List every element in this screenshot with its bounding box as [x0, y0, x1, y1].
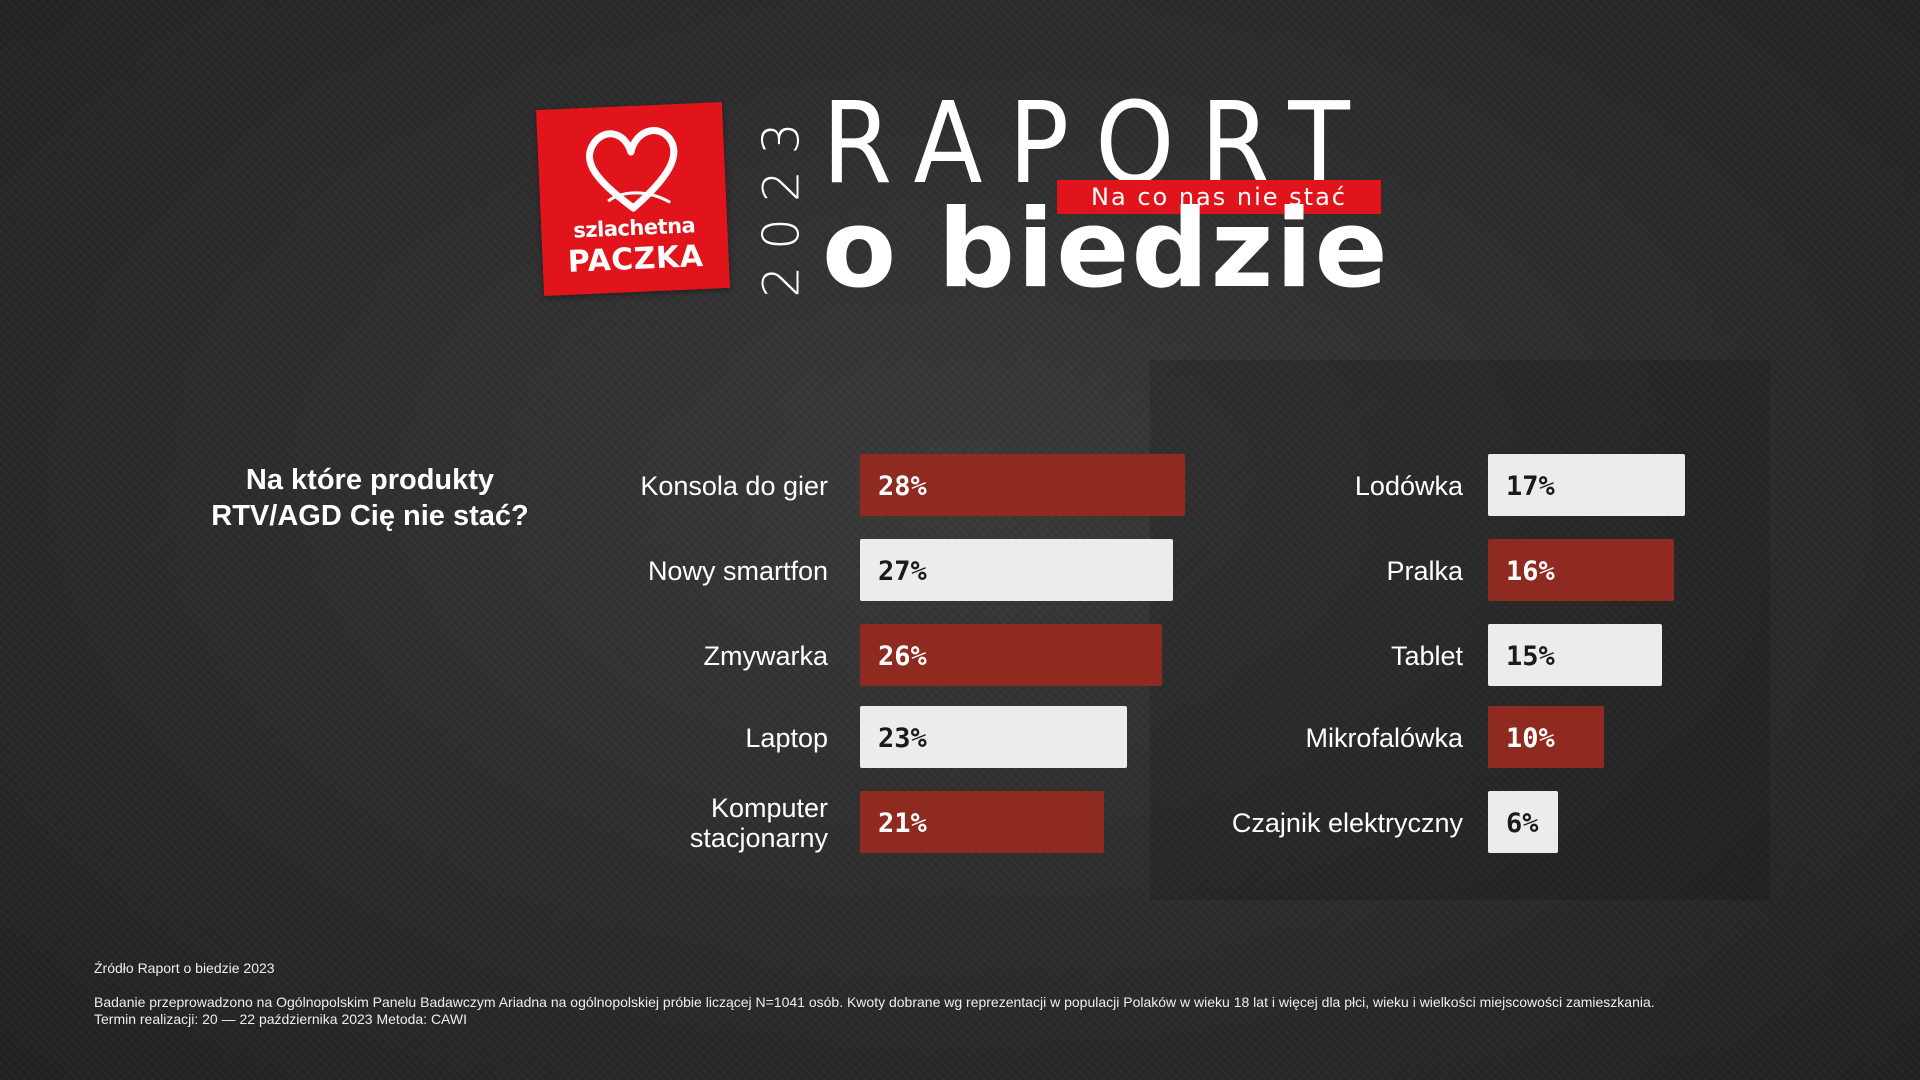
szlachetna-paczka-logo: szlachetna PACZKA: [536, 102, 730, 296]
bar-1-3: [1488, 706, 1604, 768]
bar-value-label: 6%: [1506, 808, 1539, 839]
bar-0-2: [860, 624, 1162, 686]
category-label: Czajnik elektryczny: [1232, 808, 1464, 838]
category-label: Tablet: [1391, 641, 1464, 671]
title-tag: Na co nas nie stać: [1057, 180, 1381, 214]
methodology-line-1: Badanie przeprowadzono na Ogólnopolskim …: [94, 994, 1655, 1010]
bar-value-label: 10%: [1506, 723, 1556, 754]
bar-value-label: 17%: [1506, 471, 1556, 502]
category-label: Laptop: [745, 723, 828, 753]
chart-question: Na które produkty RTV/AGD Cię nie stać?: [196, 462, 544, 534]
category-label: stacjonarny: [690, 823, 829, 853]
bar-value-label: 21%: [878, 808, 928, 839]
bar-value-label: 23%: [878, 723, 928, 754]
bar-1-1: [1488, 539, 1674, 601]
category-label: Pralka: [1386, 556, 1464, 586]
bar-1-2: [1488, 624, 1662, 686]
category-label: Mikrofalówka: [1305, 723, 1464, 753]
bar-1-4: [1488, 791, 1558, 853]
category-label: Zmywarka: [703, 641, 828, 671]
heart-ribbon-icon: [586, 127, 678, 212]
bar-value-label: 28%: [878, 471, 928, 502]
bar-value-label: 26%: [878, 641, 928, 672]
bar-0-3: [860, 706, 1127, 768]
bar-0-0: [860, 454, 1185, 516]
bar-value-label: 16%: [1506, 556, 1556, 587]
methodology-note: Badanie przeprowadzono na Ogólnopolskim …: [94, 994, 1874, 1028]
category-label: Komputer: [711, 793, 828, 823]
question-line-2: RTV/AGD Cię nie stać?: [211, 500, 529, 532]
bar-value-label: 27%: [878, 556, 928, 587]
bar-0-1: [860, 539, 1173, 601]
question-line-1: Na które produkty: [245, 464, 495, 496]
bar-0-4: [860, 791, 1104, 853]
bar-1-0: [1488, 454, 1685, 516]
bar-value-label: 15%: [1506, 641, 1556, 672]
methodology-line-2: Termin realizacji: 20 — 22 października …: [94, 1011, 467, 1027]
category-label: Lodówka: [1355, 471, 1464, 501]
title-o-biedzie: o biedzie: [822, 187, 1390, 312]
category-label: Konsola do gier: [640, 471, 828, 501]
source-text: Źródło Raport o biedzie 2023: [94, 960, 275, 976]
category-label: Nowy smartfon: [648, 556, 828, 586]
